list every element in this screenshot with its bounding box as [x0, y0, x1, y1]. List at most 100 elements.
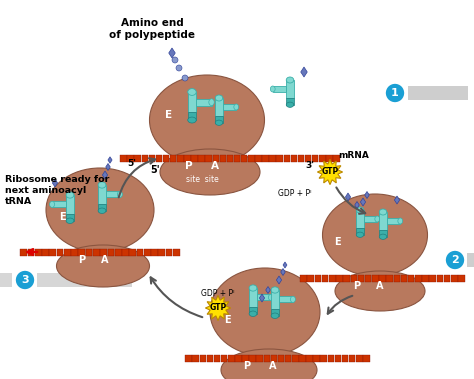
Ellipse shape [221, 349, 317, 379]
Bar [156, 155, 162, 161]
Bar [27, 249, 34, 255]
Bar [329, 274, 336, 282]
Bar [200, 354, 206, 362]
Ellipse shape [270, 86, 275, 92]
Ellipse shape [98, 182, 106, 188]
Text: GDP + Pᴵ: GDP + Pᴵ [278, 190, 312, 199]
Bar [42, 249, 49, 255]
Bar [276, 155, 283, 161]
Bar [242, 354, 249, 362]
Bar [343, 274, 350, 282]
Bar [79, 249, 85, 255]
Bar [212, 155, 219, 161]
Bar [71, 249, 78, 255]
Bar [278, 354, 284, 362]
Bar [184, 155, 191, 161]
Ellipse shape [356, 207, 364, 213]
Ellipse shape [50, 201, 55, 207]
Bar [108, 249, 114, 255]
Ellipse shape [66, 192, 74, 198]
Bar [271, 354, 277, 362]
Ellipse shape [379, 234, 387, 240]
Bar [308, 274, 314, 282]
Text: A: A [101, 255, 109, 265]
Bar [358, 274, 364, 282]
Bar [313, 354, 320, 362]
Ellipse shape [210, 268, 320, 356]
Text: P: P [354, 281, 361, 291]
Bar [467, 253, 474, 267]
Ellipse shape [271, 313, 279, 318]
Ellipse shape [291, 296, 295, 302]
Ellipse shape [286, 102, 294, 107]
Bar [149, 155, 155, 161]
Bar [198, 155, 205, 161]
Circle shape [176, 65, 182, 71]
Bar [335, 354, 341, 362]
Bar [98, 204, 106, 211]
Text: 1: 1 [391, 88, 399, 98]
Bar [173, 249, 180, 255]
Bar [257, 294, 271, 301]
Bar [285, 354, 292, 362]
Text: P: P [78, 255, 86, 265]
Polygon shape [281, 268, 285, 276]
Circle shape [15, 270, 35, 290]
Bar [66, 195, 74, 214]
Ellipse shape [322, 194, 428, 276]
Bar [286, 98, 294, 105]
Bar [365, 274, 372, 282]
Bar [320, 354, 327, 362]
Ellipse shape [286, 77, 294, 83]
Bar [66, 214, 74, 221]
Bar [228, 354, 235, 362]
Polygon shape [301, 67, 307, 77]
Ellipse shape [209, 99, 214, 106]
Polygon shape [169, 48, 175, 58]
Bar [115, 249, 121, 255]
Bar [356, 354, 363, 362]
Bar [437, 274, 443, 282]
Text: mRNA: mRNA [338, 152, 369, 160]
Polygon shape [360, 198, 365, 206]
Bar [298, 155, 304, 161]
Bar [279, 296, 293, 302]
Circle shape [385, 83, 405, 103]
Bar [291, 155, 297, 161]
Ellipse shape [160, 149, 260, 195]
Bar [166, 249, 173, 255]
Bar [248, 155, 255, 161]
Bar [255, 155, 262, 161]
Text: P: P [185, 161, 193, 171]
Bar [49, 249, 56, 255]
Bar [235, 354, 242, 362]
Polygon shape [102, 171, 108, 179]
Bar [356, 210, 364, 228]
Ellipse shape [356, 232, 364, 237]
Bar [286, 80, 294, 98]
Ellipse shape [215, 95, 223, 101]
Bar [137, 249, 143, 255]
Bar [122, 249, 129, 255]
Ellipse shape [335, 271, 425, 311]
Bar [458, 274, 465, 282]
Text: P: P [244, 361, 251, 371]
Bar [135, 155, 141, 161]
Bar [129, 249, 136, 255]
Bar [312, 155, 319, 161]
Text: 5': 5' [128, 158, 137, 168]
Bar [191, 155, 198, 161]
Bar [379, 230, 387, 237]
Text: A: A [376, 281, 384, 291]
Ellipse shape [188, 89, 196, 96]
Text: A: A [269, 361, 277, 371]
Polygon shape [259, 294, 264, 302]
Bar [151, 249, 158, 255]
Bar [188, 113, 196, 120]
Bar [158, 249, 165, 255]
Bar [128, 155, 134, 161]
Bar [408, 86, 468, 100]
Ellipse shape [188, 117, 196, 123]
Text: 2: 2 [451, 255, 459, 265]
Bar [120, 155, 127, 161]
